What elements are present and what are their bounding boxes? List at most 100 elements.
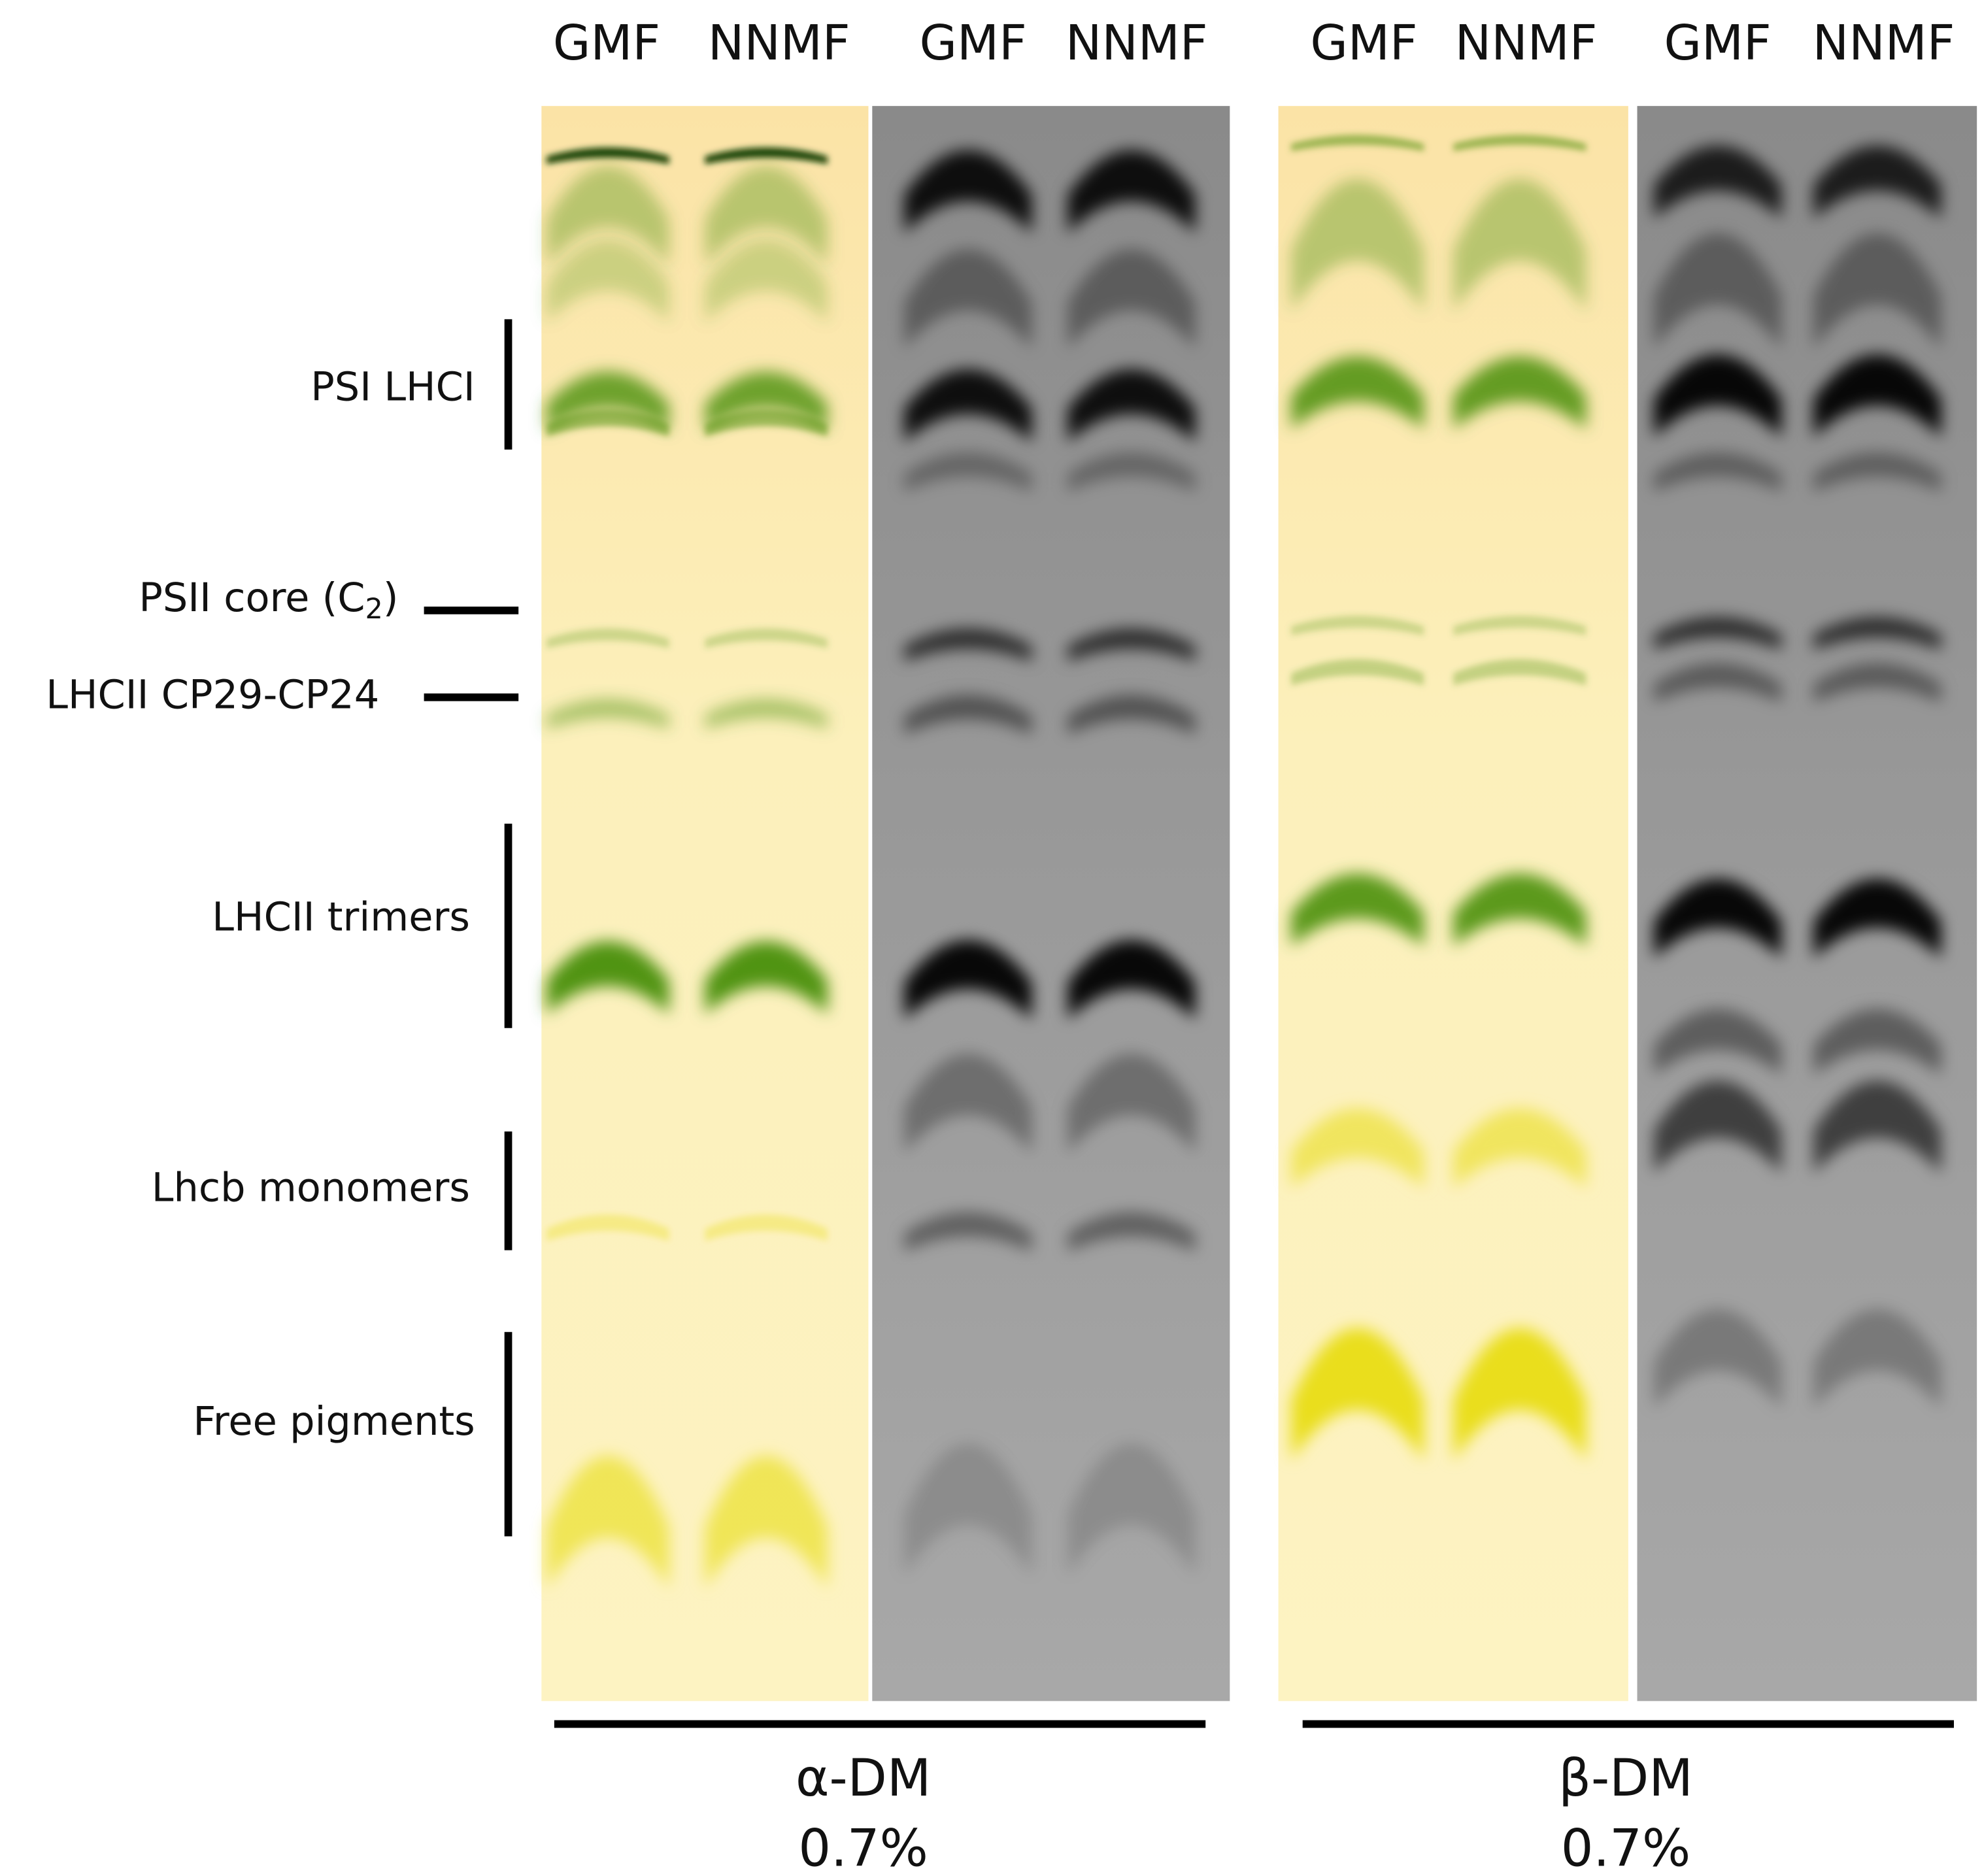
gel-band [1067, 452, 1196, 492]
lane-label: NNMF [1813, 14, 1955, 71]
gel-band [1453, 356, 1587, 429]
gel-band [546, 239, 669, 323]
lane-label: GMF [1664, 14, 1771, 71]
gel-band [1291, 659, 1424, 686]
gel-band [1653, 354, 1782, 438]
gel-band [1813, 616, 1941, 650]
gel-band [1067, 628, 1196, 662]
gel-band [1813, 233, 1941, 350]
band-label-end: ) [383, 575, 399, 621]
gel-band [1291, 1108, 1424, 1188]
gel-gray-1 [872, 106, 1230, 1701]
band-label: PSII core (C2) [139, 575, 398, 626]
gel-band [904, 369, 1032, 443]
gel-band [1653, 1080, 1782, 1174]
gel-band [1653, 145, 1782, 219]
concentration: 0.7% [1561, 1818, 1690, 1876]
gel-band [1291, 178, 1424, 312]
gel-band [1813, 879, 1941, 959]
gel-band [1291, 873, 1424, 947]
lane-label: NNMF [1455, 14, 1598, 71]
lane-label: NNMF [708, 14, 850, 71]
gel-band [546, 1456, 669, 1589]
gel-band [705, 410, 828, 437]
gel-band [1653, 879, 1782, 959]
concentration: 0.7% [798, 1818, 928, 1876]
gel-band [1067, 248, 1196, 349]
gel-band [546, 1214, 669, 1241]
gel-band [1291, 135, 1424, 152]
gel-band [1067, 1212, 1196, 1252]
gel-band [705, 1456, 828, 1589]
gel-band [1653, 662, 1782, 703]
gel-band [705, 239, 828, 323]
gel-band [546, 628, 669, 648]
subscript: 2 [365, 592, 383, 625]
gel-band [1653, 1009, 1782, 1076]
detergent: α-DM [796, 1749, 931, 1808]
gel-band [705, 371, 828, 431]
gel-band [904, 939, 1032, 1020]
gel-band [1453, 135, 1587, 152]
gel-band [705, 165, 828, 266]
gel-band [1453, 1108, 1587, 1188]
gel-band [1453, 1328, 1587, 1462]
gel-band [904, 150, 1032, 233]
gel-band [1813, 452, 1941, 492]
gel-band [546, 147, 669, 165]
band-label: LHCII trimers [212, 894, 470, 940]
gel-band [904, 1053, 1032, 1154]
gel-band [546, 165, 669, 266]
gel-band [546, 699, 669, 729]
gel-band [1813, 145, 1941, 219]
gel-band [1453, 659, 1587, 686]
gel-band [546, 941, 669, 1014]
gel-band [904, 1443, 1032, 1576]
gel-band [904, 248, 1032, 349]
gel-band [904, 694, 1032, 735]
gel-bands [546, 135, 1941, 1589]
gel-band [1813, 354, 1941, 438]
gel-band [1291, 356, 1424, 429]
gel-band [705, 941, 828, 1014]
gel-band [1067, 694, 1196, 735]
gel-color-1 [541, 106, 869, 1701]
gel-band [1453, 873, 1587, 947]
gel-band [1453, 178, 1587, 312]
gel-band [705, 147, 828, 165]
gel-band [1067, 939, 1196, 1020]
gel-band [1067, 369, 1196, 443]
gel-band [1813, 1080, 1941, 1174]
band-label: Lhcb monomers [152, 1165, 470, 1211]
band-label: Free pigments [193, 1399, 475, 1445]
lane-label: GMF [553, 14, 660, 71]
gel-band [904, 1212, 1032, 1252]
detergent: β-DM [1558, 1749, 1693, 1808]
gel-band [1291, 1328, 1424, 1462]
band-label: PSI LHCI [311, 364, 475, 410]
gel-band [1813, 662, 1941, 703]
gel-band [546, 410, 669, 437]
gel-band [1813, 1009, 1941, 1076]
gel-band [546, 371, 669, 431]
gel-band [1067, 1443, 1196, 1576]
lane-label: GMF [920, 14, 1027, 71]
lane-label: GMF [1310, 14, 1417, 71]
gel-band [1067, 1053, 1196, 1154]
gel-band [705, 628, 828, 648]
gel-band [1653, 452, 1782, 492]
gel-band [904, 452, 1032, 492]
gel-band [904, 628, 1032, 662]
gel-band [1653, 1309, 1782, 1409]
band-label: LHCII CP29-CP24 [46, 672, 379, 718]
gel-band [1653, 233, 1782, 350]
band-label-text: PSII core (C [139, 575, 365, 621]
gel-band [1813, 1309, 1941, 1409]
lane-label: NNMF [1066, 14, 1208, 71]
gel-band [1653, 616, 1782, 650]
gel-band [705, 1214, 828, 1241]
gel-band [1453, 615, 1587, 636]
gel-band [1067, 150, 1196, 233]
